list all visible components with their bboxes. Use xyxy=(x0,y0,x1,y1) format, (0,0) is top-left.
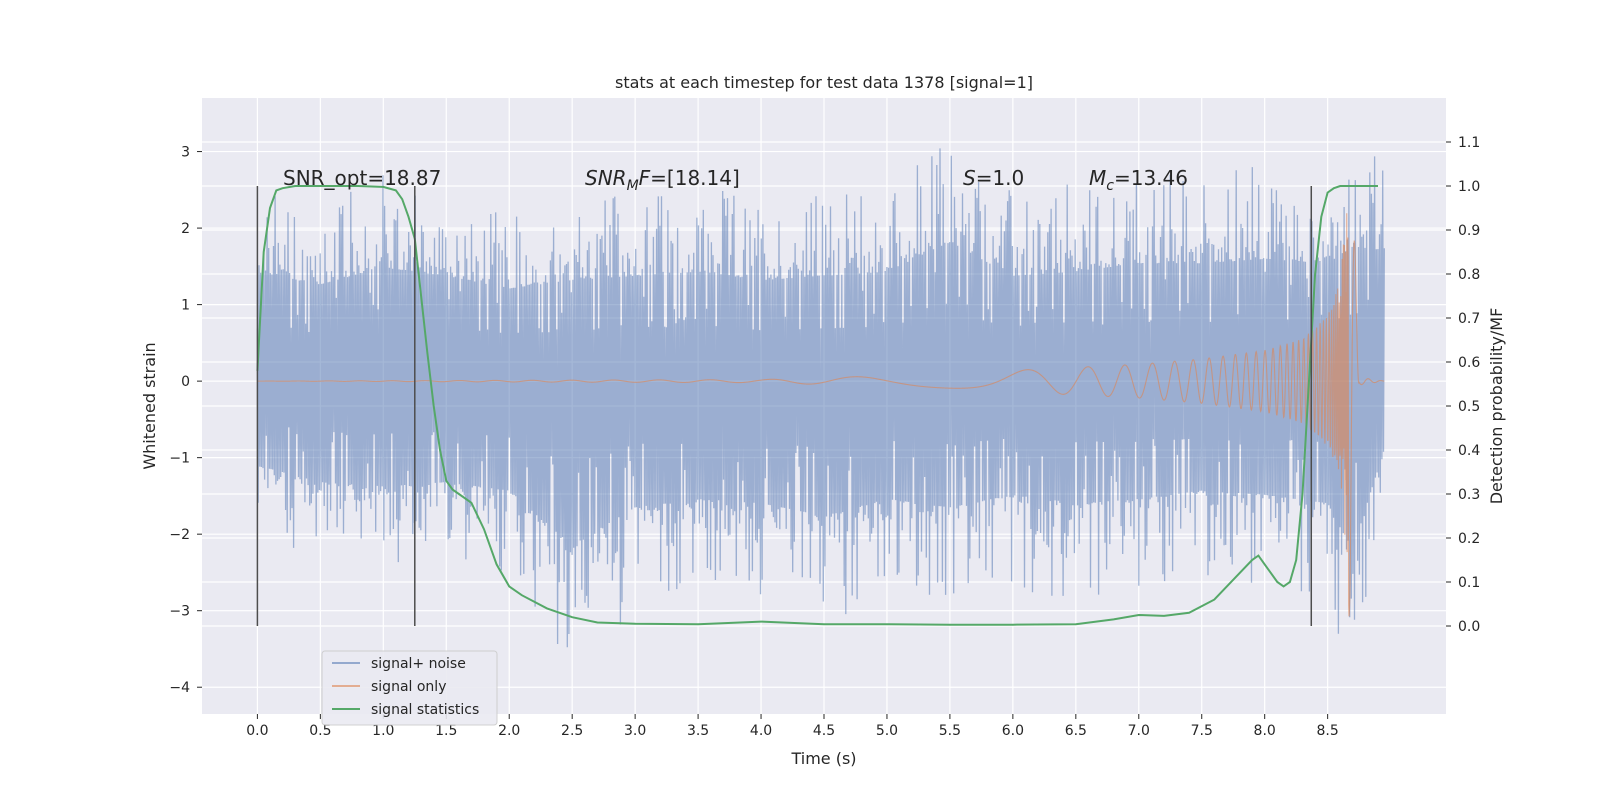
y-axis-label: Whitened strain xyxy=(140,342,159,469)
annotation-snr-opt: SNR_opt=18.87 xyxy=(283,166,441,190)
y2-tick-label-1: 0.1 xyxy=(1458,575,1480,591)
y2-axis-ticks: 0.0 0.1 0.2 0.3 0.4 0.5 0.6 0.7 0.8 0.9 1.0 1.1 xyxy=(1446,135,1480,635)
legend: signal+ noise signal only signal statist… xyxy=(321,650,498,726)
y-tick-label-1: −3 xyxy=(169,604,190,620)
x-tick-label-17: 8.5 xyxy=(1317,723,1339,739)
y-axis-ticks: −4 −3 −2 −1 0 1 2 3 xyxy=(169,145,202,696)
y-tick-label-7: 3 xyxy=(181,145,190,161)
x-tick-label-4: 2.0 xyxy=(498,723,520,739)
annotation-s: S=1.0 xyxy=(963,166,1024,190)
x-tick-label-5: 2.5 xyxy=(561,723,583,739)
series-signal-only xyxy=(257,213,1385,617)
x-tick-label-2: 1.0 xyxy=(372,723,394,739)
y-tick-label-6: 2 xyxy=(181,221,190,237)
legend-box xyxy=(321,650,498,726)
x-tick-label-6: 3.0 xyxy=(624,723,646,739)
y2-tick-label-9: 0.9 xyxy=(1458,223,1480,239)
x-tick-label-11: 5.5 xyxy=(939,723,961,739)
x-tick-label-16: 8.0 xyxy=(1254,723,1276,739)
y2-tick-label-0: 0.0 xyxy=(1458,619,1480,635)
x-tick-label-12: 6.0 xyxy=(1002,723,1024,739)
y-tick-label-3: −1 xyxy=(169,451,190,467)
x-axis-label: Time (s) xyxy=(790,749,856,768)
y2-axis-label: Detection probability/MF xyxy=(1487,308,1506,505)
y-tick-label-4: 0 xyxy=(181,374,190,390)
vertical-markers xyxy=(256,186,1313,626)
y2-tick-label-3: 0.3 xyxy=(1458,487,1480,503)
y2-tick-label-5: 0.5 xyxy=(1458,399,1480,415)
x-tick-label-8: 4.0 xyxy=(750,723,772,739)
y2-tick-label-7: 0.7 xyxy=(1458,311,1480,327)
x-tick-label-1: 0.5 xyxy=(309,723,331,739)
y2-tick-label-4: 0.4 xyxy=(1458,443,1480,459)
y2-tick-label-11: 1.1 xyxy=(1458,135,1480,151)
annotation-mc: Mc=13.46 xyxy=(1089,166,1188,194)
x-tick-label-9: 4.5 xyxy=(813,723,835,739)
x-tick-label-10: 5.0 xyxy=(876,723,898,739)
signal-noise-line xyxy=(256,148,1385,648)
legend-label-signal-statistics: signal statistics xyxy=(371,702,479,718)
y2-tick-label-10: 1.0 xyxy=(1458,179,1480,195)
x-tick-label-3: 1.5 xyxy=(435,723,457,739)
y2-tick-label-8: 0.8 xyxy=(1458,267,1480,283)
legend-label-signal-noise: signal+ noise xyxy=(371,656,466,672)
x-tick-label-0: 0.0 xyxy=(246,723,268,739)
annotation-snr-mf: SNRMF=[18.14] xyxy=(585,166,740,194)
y2-tick-label-2: 0.2 xyxy=(1458,531,1480,547)
x-tick-label-13: 6.5 xyxy=(1065,723,1087,739)
signal-statistics-line xyxy=(256,185,1378,626)
series-signal-statistics xyxy=(256,185,1378,626)
series-signal-noise xyxy=(256,148,1385,648)
x-tick-label-7: 3.5 xyxy=(687,723,709,739)
x-axis-ticks: 0.0 0.5 1.0 1.5 2.0 2.5 3.0 3.5 4.0 4.5 5.0 5.5 6.0 6… xyxy=(246,714,1339,739)
x-tick-label-14: 7.0 xyxy=(1128,723,1150,739)
y2-tick-label-6: 0.6 xyxy=(1458,355,1480,371)
x-tick-label-15: 7.5 xyxy=(1191,723,1213,739)
signal-only-line xyxy=(257,213,1385,617)
y-tick-label-0: −4 xyxy=(169,680,190,696)
chart-title: stats at each timestep for test data 137… xyxy=(615,73,1033,92)
y-tick-label-5: 1 xyxy=(181,298,190,314)
legend-label-signal-only: signal only xyxy=(371,679,446,695)
y-tick-label-2: −2 xyxy=(169,527,190,543)
